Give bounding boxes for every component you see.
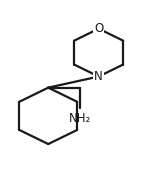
Text: O: O (94, 22, 103, 35)
Text: N: N (94, 70, 103, 83)
Text: NH₂: NH₂ (69, 112, 91, 125)
